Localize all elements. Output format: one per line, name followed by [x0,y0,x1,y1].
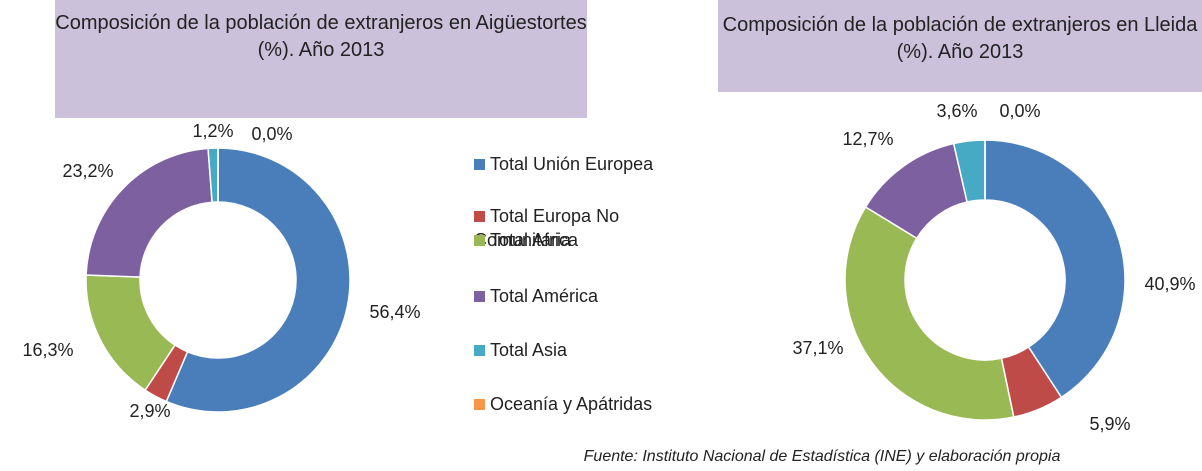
legend-label: Total Asia [490,340,568,360]
legend-label: Total Africa [490,230,579,250]
legend-swatch [474,345,485,356]
data-label: 0,0% [251,124,292,144]
legend-item: Oceanía y Apátridas [474,392,704,416]
chart-title: Composición de la población de extranjer… [55,0,587,118]
legend-swatch [474,235,485,246]
data-label: 3,6% [936,101,977,121]
legend-swatch [474,399,485,410]
legend-item: Total América [474,284,704,308]
donut-slice [165,147,351,413]
legend-label: Total América [490,286,599,306]
legend-swatch [474,291,485,302]
donut-slice [984,139,1126,399]
legend-swatch [474,159,485,170]
legend-label: Total Unión Europea [490,154,654,174]
data-label: 5,9% [1089,414,1130,434]
data-label: 0,0% [999,101,1040,121]
data-label: 56,4% [369,302,420,322]
legend-item: Total Europa No Comunitaria [474,204,704,252]
data-label: 2,9% [129,401,170,421]
legend-label: Total Europa No Comunitaria [474,206,620,250]
data-label: 40,9% [1144,274,1195,294]
legend-item: Total Asia [474,338,704,362]
data-label: 12,7% [842,129,893,149]
legend-label: Oceanía y Apátridas [490,394,653,414]
data-label: 23,2% [62,161,113,181]
donut-slice [85,147,213,278]
data-label: 16,3% [22,340,73,360]
donut-slice [844,205,1015,421]
legend-swatch [474,211,485,222]
data-label: 1,2% [192,121,233,141]
source-note: Fuente: Instituto Nacional de Estadístic… [583,448,1061,465]
chart-title: Composición de la población de extranjer… [718,0,1202,92]
data-label: 37,1% [792,338,843,358]
legend-item: Total Unión Europea [474,152,704,176]
legend-item: Total Africa [474,228,704,252]
